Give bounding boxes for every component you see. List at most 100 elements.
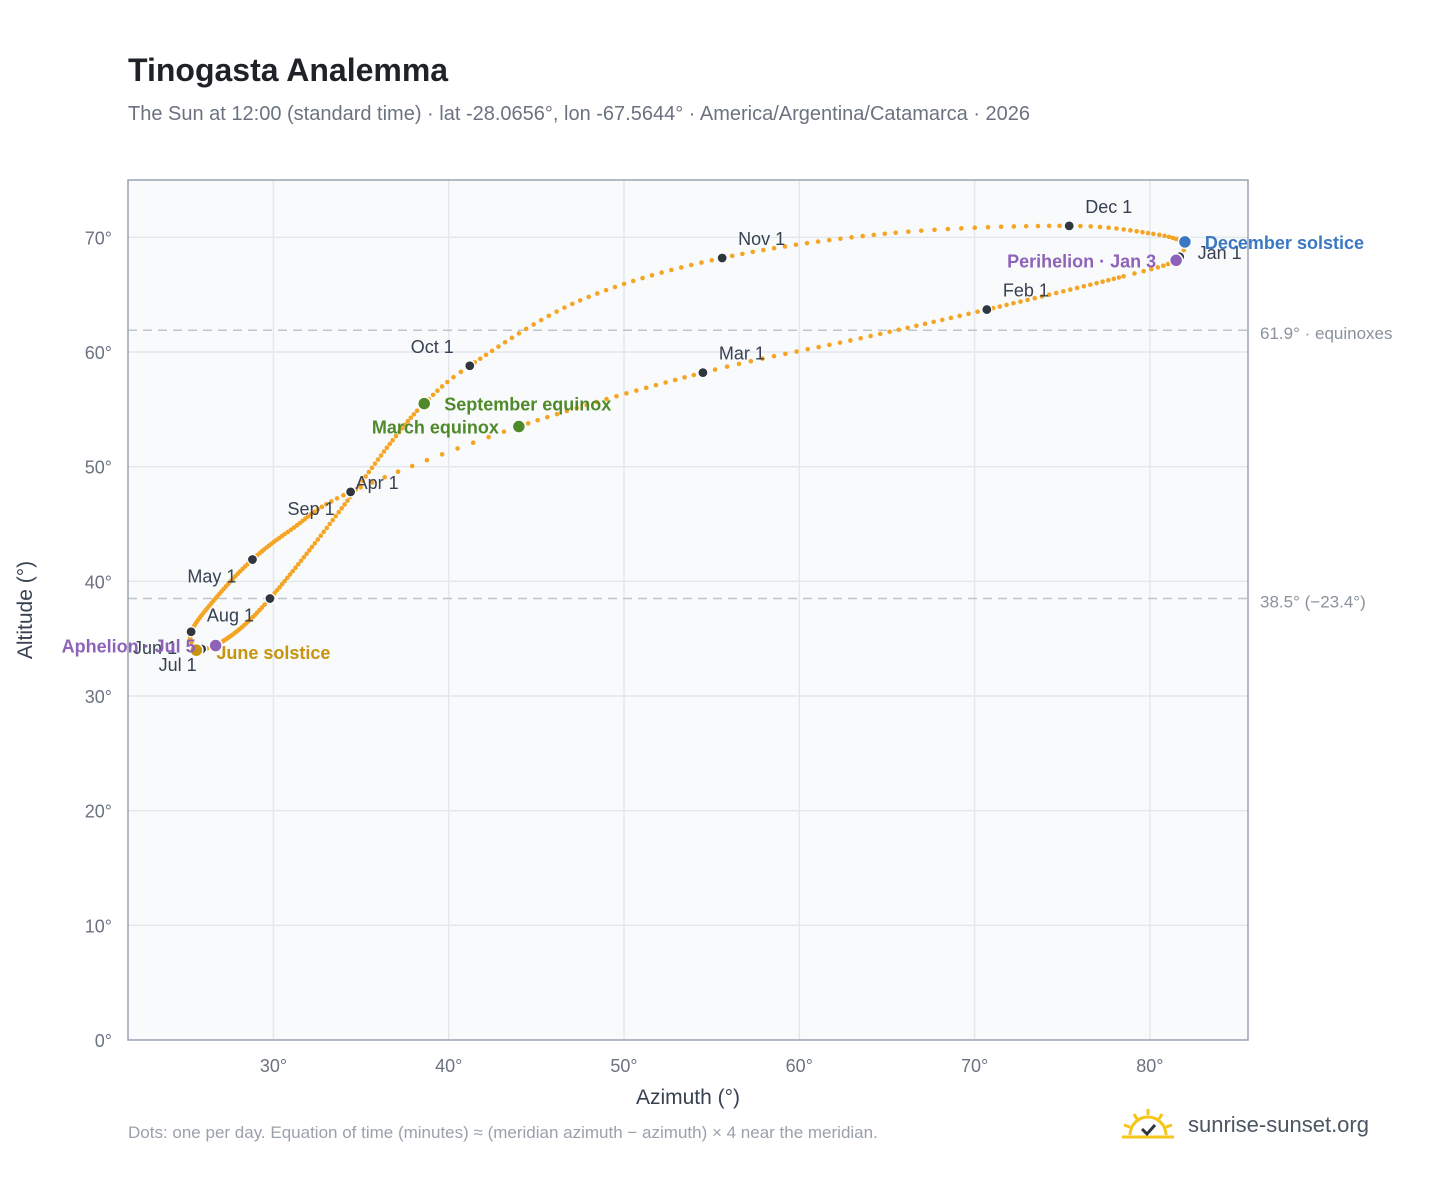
daily-sun-dot [1116, 275, 1122, 280]
daily-sun-dot [393, 433, 399, 439]
y-tick-label: 60° [85, 343, 112, 363]
daily-sun-dot [649, 272, 655, 278]
daily-sun-dot [783, 351, 788, 357]
daily-sun-dot [309, 544, 315, 550]
daily-sun-dot [972, 225, 978, 231]
x-tick-label: 70° [961, 1056, 988, 1076]
event-label: Perihelion · Jan 3 [1007, 251, 1156, 271]
daily-sun-dot [848, 338, 853, 343]
y-tick-label: 30° [85, 687, 112, 707]
daily-sun-dot [858, 335, 863, 341]
daily-sun-dot [1157, 232, 1162, 238]
daily-sun-dot [282, 578, 287, 584]
daily-sun-dot [736, 361, 742, 367]
daily-sun-dot [1023, 223, 1029, 229]
daily-sun-dot [1067, 287, 1073, 292]
month-label: Apr 1 [356, 473, 399, 493]
plot-frame [127, 179, 1249, 1041]
daily-sun-dot [1011, 300, 1016, 306]
daily-sun-dot [1025, 297, 1030, 303]
daily-sun-dot [826, 237, 832, 243]
brand-logo[interactable]: sunrise-sunset.org [1120, 1100, 1369, 1150]
daily-sun-dot [640, 275, 645, 281]
month-label: May 1 [187, 567, 236, 587]
daily-sun-dot [887, 329, 892, 335]
daily-sun-dot [509, 335, 515, 341]
daily-sun-dot [931, 319, 936, 325]
daily-sun-dot [998, 224, 1004, 230]
daily-sun-dot [782, 244, 788, 249]
daily-sun-dot [295, 561, 301, 567]
month-label: Nov 1 [738, 229, 785, 249]
daily-sun-dot [805, 347, 811, 352]
daily-sun-dot [562, 305, 567, 310]
daily-sun-dot [634, 388, 639, 393]
daily-sun-dot [957, 313, 962, 319]
daily-sun-dot [414, 408, 420, 414]
daily-sun-dot [470, 440, 476, 446]
daily-sun-dot [985, 224, 991, 230]
daily-sun-dot [330, 517, 336, 523]
daily-sun-dot [1132, 271, 1137, 276]
daily-sun-dot [1149, 266, 1154, 272]
daily-sun-dot [435, 388, 440, 394]
daily-sun-dot [603, 287, 609, 293]
daily-sun-dot [945, 226, 951, 232]
y-tick-label: 70° [85, 228, 112, 248]
daily-sun-dot [584, 402, 589, 408]
daily-sun-dot [838, 236, 843, 241]
y-tick-label: 0° [95, 1031, 112, 1051]
daily-sun-dot [545, 414, 550, 420]
daily-sun-dot [1155, 265, 1161, 270]
daily-sun-dot [411, 411, 417, 417]
daily-sun-dot [688, 262, 694, 268]
daily-sun-dot [1046, 292, 1052, 298]
daily-sun-dot [997, 304, 1003, 309]
daily-sun-dot [369, 480, 375, 485]
x-tick-label: 40° [435, 1056, 462, 1076]
daily-sun-dot [424, 457, 430, 463]
daily-sun-dot [959, 226, 964, 231]
daily-sun-dot [1035, 223, 1041, 229]
daily-sun-dot [396, 429, 402, 435]
daily-sun-dot [516, 331, 522, 336]
daily-sun-dot [324, 501, 329, 507]
month-label: Feb 1 [1003, 281, 1049, 301]
daily-sun-dot [327, 521, 333, 527]
daily-sun-dot [1161, 263, 1166, 268]
daily-sun-dot [691, 372, 697, 378]
daily-sun-dot [1011, 224, 1017, 229]
month-marker [344, 486, 357, 498]
daily-sun-dot [483, 352, 489, 358]
daily-sun-dot [815, 239, 821, 244]
daily-sun-dot [356, 482, 362, 488]
daily-sun-dot [837, 340, 843, 345]
daily-sun-dot [595, 291, 600, 296]
month-marker [716, 252, 728, 264]
daily-sun-dot [793, 242, 799, 248]
daily-sun-dot [384, 445, 390, 450]
daily-sun-dot [336, 509, 342, 515]
daily-sun-dot [445, 379, 450, 385]
daily-sun-dot [1053, 290, 1059, 296]
daily-sun-dot [905, 325, 910, 331]
daily-sun-dot [1111, 276, 1117, 282]
daily-sun-dot [1100, 279, 1105, 284]
daily-sun-dot [577, 298, 583, 303]
daily-sun-dot [501, 429, 507, 434]
daily-sun-dot [329, 499, 334, 504]
x-tick-label: 30° [260, 1056, 287, 1076]
daily-sun-dot [760, 356, 765, 361]
daily-sun-dot [363, 474, 368, 479]
daily-sun-dot [387, 441, 393, 447]
event-label: March equinox [372, 418, 499, 438]
daily-sun-dot [771, 245, 777, 251]
month-marker [981, 303, 993, 316]
daily-sun-dot [312, 509, 317, 515]
daily-sun-dot [827, 342, 832, 348]
daily-sun-dot [1004, 302, 1009, 308]
daily-sun-dot [290, 568, 296, 574]
daily-sun-dot [1018, 299, 1023, 304]
event-marker [1168, 253, 1184, 268]
